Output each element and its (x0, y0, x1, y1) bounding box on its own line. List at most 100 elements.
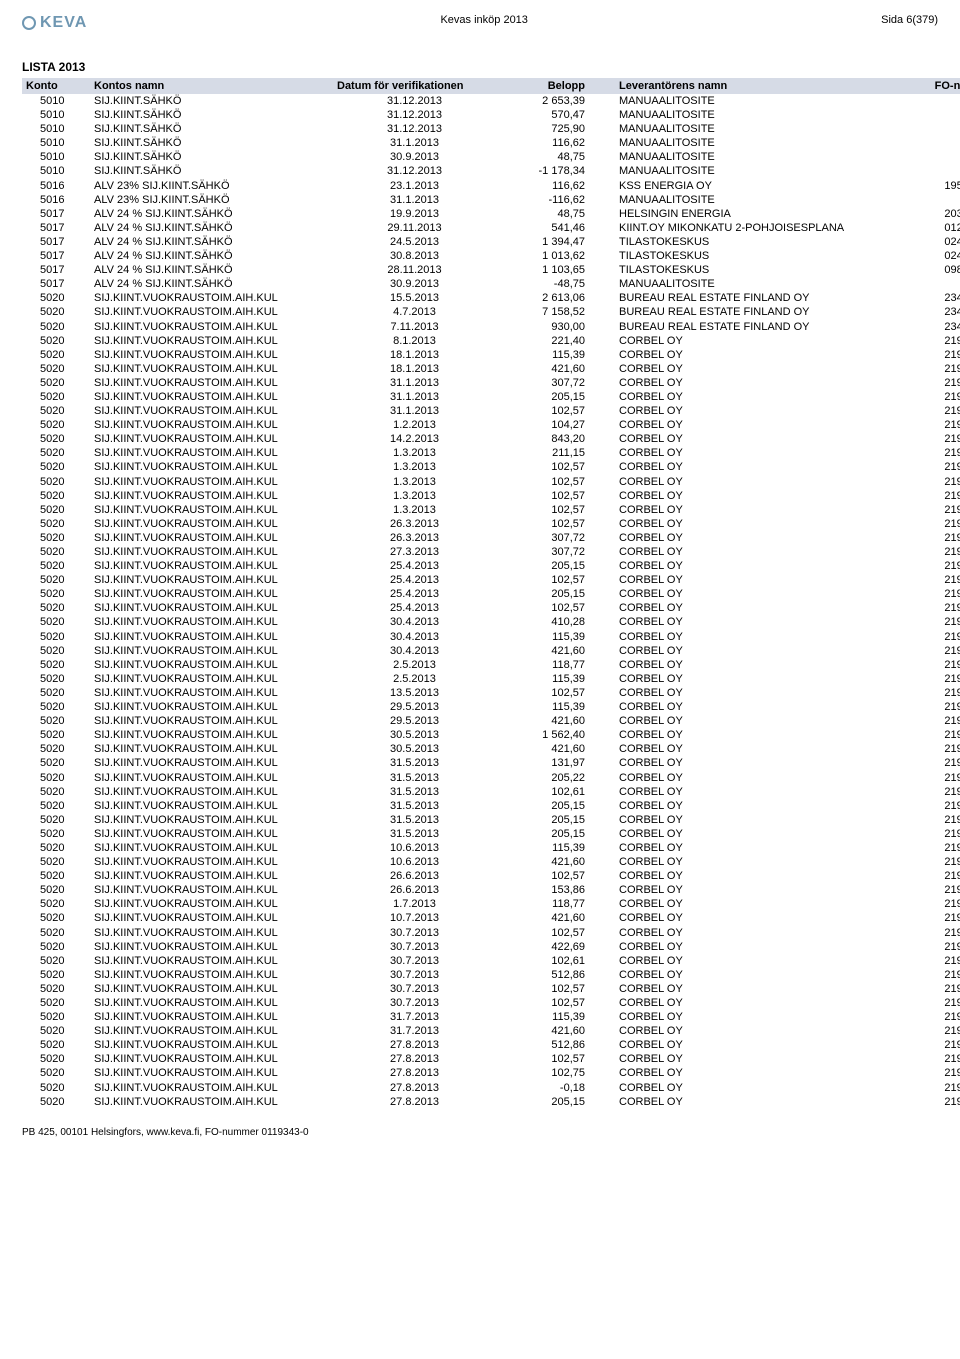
cell-datum: 31.5.2013 (333, 799, 496, 813)
cell-fo: 2196301-7 (903, 362, 960, 376)
cell-namn: SIJ.KIINT.VUOKRAUSTOIM.AIH.KUL (90, 855, 333, 869)
data-table: Konto Kontos namn Datum för verifikation… (22, 78, 960, 1109)
cell-belopp: 102,57 (496, 982, 589, 996)
logo-text: KEVA (40, 14, 87, 32)
table-header-row: Konto Kontos namn Datum för verifikation… (22, 78, 960, 94)
cell-fo: 2196301-7 (903, 1024, 960, 1038)
cell-datum: 23.1.2013 (333, 179, 496, 193)
cell-lev: CORBEL OY (589, 968, 903, 982)
cell-namn: SIJ.KIINT.VUOKRAUSTOIM.AIH.KUL (90, 644, 333, 658)
cell-belopp: 725,90 (496, 122, 589, 136)
cell-belopp: 102,57 (496, 460, 589, 474)
table-row: 5020SIJ.KIINT.VUOKRAUSTOIM.AIH.KUL30.7.2… (22, 996, 960, 1010)
cell-namn: SIJ.KIINT.VUOKRAUSTOIM.AIH.KUL (90, 418, 333, 432)
page-footer: PB 425, 00101 Helsingfors, www.keva.fi, … (22, 1127, 938, 1138)
cell-datum: 4.7.2013 (333, 305, 496, 319)
cell-lev: TILASTOKESKUS (589, 249, 903, 263)
cell-namn: SIJ.KIINT.VUOKRAUSTOIM.AIH.KUL (90, 320, 333, 334)
table-row: 5020SIJ.KIINT.VUOKRAUSTOIM.AIH.KUL8.1.20… (22, 334, 960, 348)
table-row: 5020SIJ.KIINT.VUOKRAUSTOIM.AIH.KUL27.8.2… (22, 1052, 960, 1066)
cell-namn: SIJ.KIINT.SÄHKÖ (90, 150, 333, 164)
table-row: 5020SIJ.KIINT.VUOKRAUSTOIM.AIH.KUL1.3.20… (22, 460, 960, 474)
table-row: 5010SIJ.KIINT.SÄHKÖ31.12.2013-1 178,34MA… (22, 164, 960, 178)
table-row: 5020SIJ.KIINT.VUOKRAUSTOIM.AIH.KUL13.5.2… (22, 686, 960, 700)
cell-fo: 2196301-7 (903, 996, 960, 1010)
cell-konto: 5020 (22, 883, 90, 897)
cell-datum: 31.1.2013 (333, 376, 496, 390)
cell-fo (903, 122, 960, 136)
table-row: 5020SIJ.KIINT.VUOKRAUSTOIM.AIH.KUL25.4.2… (22, 573, 960, 587)
table-row: 5020SIJ.KIINT.VUOKRAUSTOIM.AIH.KUL26.6.2… (22, 883, 960, 897)
table-row: 5020SIJ.KIINT.VUOKRAUSTOIM.AIH.KUL10.6.2… (22, 841, 960, 855)
cell-belopp: 115,39 (496, 841, 589, 855)
col-header-datum: Datum för verifikationen (333, 78, 496, 94)
cell-namn: SIJ.KIINT.VUOKRAUSTOIM.AIH.KUL (90, 475, 333, 489)
cell-fo: 2196301-7 (903, 432, 960, 446)
cell-namn: SIJ.KIINT.VUOKRAUSTOIM.AIH.KUL (90, 1010, 333, 1024)
cell-lev: MANUAALITOSITE (589, 136, 903, 150)
cell-fo (903, 164, 960, 178)
cell-fo: 2196301-7 (903, 897, 960, 911)
cell-namn: ALV 24 % SIJ.KIINT.SÄHKÖ (90, 221, 333, 235)
cell-belopp: 421,60 (496, 1024, 589, 1038)
cell-namn: SIJ.KIINT.SÄHKÖ (90, 164, 333, 178)
cell-lev: CORBEL OY (589, 869, 903, 883)
cell-datum: 30.7.2013 (333, 982, 496, 996)
cell-lev: CORBEL OY (589, 855, 903, 869)
cell-datum: 30.9.2013 (333, 150, 496, 164)
cell-lev: CORBEL OY (589, 799, 903, 813)
cell-lev: MANUAALITOSITE (589, 108, 903, 122)
col-header-lev: Leverantörens namn (589, 78, 903, 94)
cell-belopp: 115,39 (496, 672, 589, 686)
table-row: 5020SIJ.KIINT.VUOKRAUSTOIM.AIH.KUL26.6.2… (22, 869, 960, 883)
cell-belopp: 7 158,52 (496, 305, 589, 319)
cell-belopp: -116,62 (496, 193, 589, 207)
cell-lev: TILASTOKESKUS (589, 263, 903, 277)
cell-belopp: 307,72 (496, 545, 589, 559)
cell-konto: 5020 (22, 432, 90, 446)
cell-datum: 31.5.2013 (333, 785, 496, 799)
cell-fo: 0986674-0 (903, 263, 960, 277)
table-row: 5020SIJ.KIINT.VUOKRAUSTOIM.AIH.KUL29.5.2… (22, 700, 960, 714)
cell-datum: 8.1.2013 (333, 334, 496, 348)
cell-fo: 2196301-7 (903, 559, 960, 573)
cell-lev: CORBEL OY (589, 1052, 903, 1066)
cell-namn: SIJ.KIINT.VUOKRAUSTOIM.AIH.KUL (90, 305, 333, 319)
cell-datum: 31.1.2013 (333, 136, 496, 150)
table-row: 5020SIJ.KIINT.VUOKRAUSTOIM.AIH.KUL30.5.2… (22, 728, 960, 742)
cell-datum: 28.11.2013 (333, 263, 496, 277)
cell-konto: 5016 (22, 193, 90, 207)
cell-konto: 5020 (22, 771, 90, 785)
cell-konto: 5017 (22, 249, 90, 263)
table-row: 5020SIJ.KIINT.VUOKRAUSTOIM.AIH.KUL14.2.2… (22, 432, 960, 446)
cell-datum: 1.3.2013 (333, 475, 496, 489)
table-row: 5010SIJ.KIINT.SÄHKÖ31.12.20132 653,39MAN… (22, 94, 960, 108)
cell-namn: SIJ.KIINT.VUOKRAUSTOIM.AIH.KUL (90, 291, 333, 305)
cell-belopp: 115,39 (496, 700, 589, 714)
col-header-fo: FO-nummer (903, 78, 960, 94)
cell-lev: CORBEL OY (589, 1010, 903, 1024)
cell-lev: BUREAU REAL ESTATE FINLAND OY (589, 320, 903, 334)
cell-lev: MANUAALITOSITE (589, 164, 903, 178)
cell-konto: 5020 (22, 587, 90, 601)
cell-datum: 26.6.2013 (333, 869, 496, 883)
cell-datum: 7.11.2013 (333, 320, 496, 334)
cell-datum: 31.5.2013 (333, 827, 496, 841)
cell-belopp: 843,20 (496, 432, 589, 446)
cell-namn: SIJ.KIINT.VUOKRAUSTOIM.AIH.KUL (90, 686, 333, 700)
cell-lev: BUREAU REAL ESTATE FINLAND OY (589, 305, 903, 319)
cell-datum: 30.4.2013 (333, 644, 496, 658)
cell-lev: MANUAALITOSITE (589, 150, 903, 164)
cell-datum: 27.8.2013 (333, 1081, 496, 1095)
cell-fo: 2341325-4 (903, 320, 960, 334)
cell-belopp: 512,86 (496, 1038, 589, 1052)
cell-fo: 2196301-7 (903, 940, 960, 954)
cell-lev: CORBEL OY (589, 996, 903, 1010)
table-row: 5020SIJ.KIINT.VUOKRAUSTOIM.AIH.KUL31.1.2… (22, 404, 960, 418)
cell-datum: 31.12.2013 (333, 108, 496, 122)
cell-lev: CORBEL OY (589, 559, 903, 573)
cell-fo: 2196301-7 (903, 573, 960, 587)
cell-belopp: 118,77 (496, 897, 589, 911)
cell-belopp: -0,18 (496, 1081, 589, 1095)
cell-konto: 5020 (22, 869, 90, 883)
